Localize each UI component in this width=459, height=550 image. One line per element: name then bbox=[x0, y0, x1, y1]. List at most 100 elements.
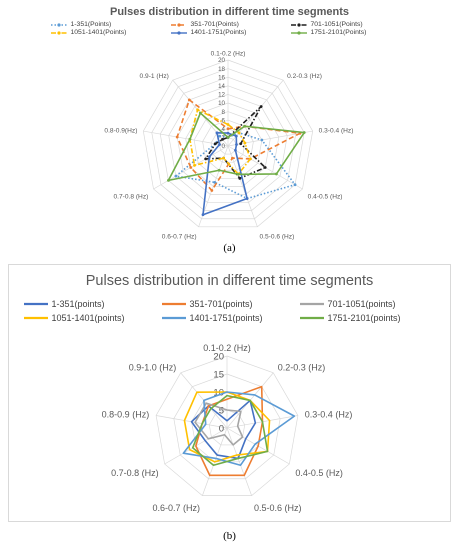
tick-label: 10 bbox=[218, 100, 225, 107]
series-point-6 bbox=[188, 137, 192, 141]
series-point-3 bbox=[259, 105, 263, 108]
category-label: 0.1-0.2 (Hz) bbox=[203, 343, 251, 353]
category-label: 0.1-0.2 (Hz) bbox=[211, 50, 246, 57]
series-point-1 bbox=[213, 180, 217, 184]
tick-label: 14 bbox=[218, 83, 225, 90]
legend-swatch bbox=[161, 316, 186, 320]
category-label: 0.6-0.7 (Hz) bbox=[152, 503, 200, 513]
legend-swatch bbox=[161, 302, 186, 306]
series-point-2 bbox=[210, 189, 214, 192]
series-point-4 bbox=[237, 131, 241, 135]
series-point-2 bbox=[226, 127, 230, 131]
series-point-6 bbox=[275, 172, 278, 176]
legend-swatch bbox=[23, 302, 48, 306]
category-label: 0.2-0.3 (Hz) bbox=[278, 363, 326, 373]
legend-item-3: 701-1051(points) bbox=[299, 299, 437, 309]
category-label: 0.4-0.5 (Hz) bbox=[295, 468, 343, 478]
category-label: 0.6-0.7 (Hz) bbox=[162, 234, 197, 241]
series-point-3 bbox=[221, 138, 224, 141]
grid-ring bbox=[151, 68, 305, 220]
series-point-5 bbox=[234, 134, 238, 138]
category-label: 0.3-0.4 (Hz) bbox=[305, 409, 353, 419]
series-point-6 bbox=[236, 172, 240, 176]
tick-label: 8 bbox=[222, 109, 226, 116]
series-point-2 bbox=[231, 156, 234, 160]
series-point-3 bbox=[263, 166, 267, 169]
tick-label: 5 bbox=[219, 405, 224, 416]
legend-label: 1051-1401(Points) bbox=[70, 29, 127, 36]
tick-label: 2 bbox=[222, 135, 226, 142]
series-point-1 bbox=[218, 134, 222, 138]
grid-spoke bbox=[227, 145, 258, 227]
series-point-3 bbox=[213, 142, 217, 146]
legend-label: 351-701(points) bbox=[189, 299, 253, 309]
grid-ring bbox=[159, 76, 297, 212]
series-point-5 bbox=[215, 131, 219, 135]
legend-swatch bbox=[290, 22, 307, 27]
category-label: 0.8-0.9(Hz) bbox=[104, 127, 137, 134]
series-point-5 bbox=[226, 131, 230, 135]
legend-swatch bbox=[170, 22, 187, 27]
legend-item-1: 1-351(Points) bbox=[50, 21, 170, 28]
tick-label: 18 bbox=[218, 66, 225, 73]
legend-a: 1-351(Points) 351-701(Points) 701-1051(Poi… bbox=[8, 21, 451, 36]
legend-swatch bbox=[290, 30, 307, 35]
grid-spoke bbox=[226, 427, 252, 496]
series-point-6 bbox=[167, 179, 170, 182]
legend-swatch bbox=[299, 302, 324, 306]
series-point-4 bbox=[243, 141, 247, 145]
chart-title-a: Pulses distribution in different time se… bbox=[110, 6, 349, 18]
series-point-5 bbox=[235, 143, 238, 146]
series-point-4 bbox=[222, 156, 225, 160]
legend-label: 1051-1401(points) bbox=[51, 313, 125, 323]
category-label: 0.9-1.0 (Hz) bbox=[129, 363, 177, 373]
series-point-4 bbox=[226, 123, 230, 126]
series-point-3 bbox=[239, 142, 243, 146]
tick-label: 20 bbox=[218, 57, 225, 64]
series-point-6 bbox=[198, 111, 202, 115]
series-point-2 bbox=[175, 135, 179, 139]
series-line-6 bbox=[191, 394, 269, 467]
series-line-4 bbox=[189, 108, 252, 176]
tick-label: 15 bbox=[213, 369, 224, 380]
category-label: 0.3-0.4 (Hz) bbox=[319, 127, 354, 134]
legend-label: 1401-1751(points) bbox=[189, 313, 263, 323]
legend-item-1: 1-351(points) bbox=[23, 299, 161, 309]
tick-label: 16 bbox=[218, 74, 225, 81]
grid-ring bbox=[173, 373, 281, 480]
grid-ring bbox=[219, 137, 237, 155]
series-point-1 bbox=[293, 183, 297, 187]
grid-ring bbox=[176, 94, 280, 195]
series-point-4 bbox=[248, 157, 252, 161]
series-point-1 bbox=[260, 138, 264, 142]
legend-label: 351-701(Points) bbox=[190, 21, 239, 28]
series-point-5 bbox=[201, 213, 205, 217]
grid-ring bbox=[142, 59, 314, 228]
chart-title-b: Pulses distribution in different time se… bbox=[85, 273, 374, 289]
legend-swatch bbox=[299, 316, 324, 320]
category-label: 0.9-1 (Hz) bbox=[140, 73, 169, 80]
legend-item-2: 351-701(Points) bbox=[170, 21, 290, 28]
series-point-2 bbox=[187, 98, 191, 102]
category-label: 0.2-0.3 (Hz) bbox=[287, 73, 322, 80]
legend-item-6: 1751-2101(Points) bbox=[290, 29, 410, 36]
grid-spoke bbox=[143, 130, 229, 147]
legend-label: 1-351(points) bbox=[51, 299, 105, 309]
series-point-6 bbox=[217, 168, 221, 172]
tick-label: 6 bbox=[222, 117, 226, 124]
series-line-6 bbox=[167, 112, 306, 182]
series-point-2 bbox=[189, 166, 193, 169]
series-point-3 bbox=[238, 176, 242, 180]
category-label: 0.8-0.9 (Hz) bbox=[102, 409, 150, 419]
legend-swatch bbox=[50, 30, 67, 35]
series-point-5 bbox=[218, 143, 221, 146]
series-point-4 bbox=[193, 163, 196, 167]
legend-label: 1751-2101(Points) bbox=[310, 29, 367, 36]
series-point-5 bbox=[207, 155, 211, 159]
series-point-6 bbox=[226, 136, 230, 139]
grid-ring bbox=[193, 111, 263, 179]
series-line-5 bbox=[202, 132, 248, 216]
series-line-4 bbox=[183, 391, 271, 463]
